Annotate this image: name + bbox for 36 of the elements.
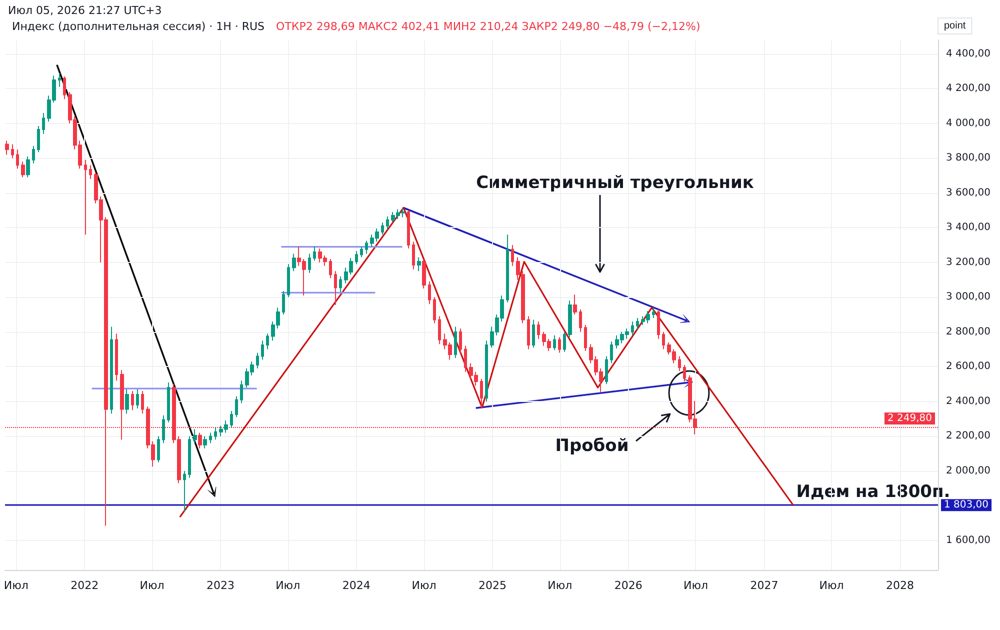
- y-tick-label: 2 200,00: [946, 430, 991, 442]
- y-tick-label: 2 800,00: [946, 326, 991, 338]
- y-tick-label: 3 200,00: [946, 256, 991, 268]
- x-tick-label: 2024: [342, 579, 370, 592]
- y-tick-label: 3 600,00: [946, 187, 991, 198]
- annotation: Пробой: [555, 436, 629, 456]
- annotation: Симметричный треугольник: [476, 173, 754, 193]
- text: Июл 05, 2026 21:27 UTC+3: [8, 4, 162, 17]
- y-tick-label: 3 800,00: [946, 152, 991, 164]
- ref-line-label: 1 803,00: [944, 500, 989, 511]
- y-tick-label: 1 600,00: [946, 534, 991, 546]
- y-tick-label: 4 200,00: [946, 83, 991, 94]
- y-tick-label: 3 400,00: [946, 222, 991, 234]
- y-tick-label: 2 600,00: [946, 361, 991, 372]
- chart-subtitle: ОТКР2 298,69 МАКС2 402,41 МИН2 210,24 ЗАКР2 249,80 −48,79 (−2,12%): [275, 20, 700, 33]
- x-tick-label: 2023: [206, 579, 234, 592]
- x-tick-label: Июл: [683, 579, 708, 592]
- x-tick-label: 2028: [886, 579, 914, 592]
- y-tick-label: 4 000,00: [946, 118, 991, 129]
- chart-title: Индекс (дополнительная сессия) · 1Н · RUS: [12, 20, 265, 33]
- x-tick-label: 2027: [750, 579, 778, 592]
- x-tick-label: Июл: [819, 579, 844, 592]
- x-tick-label: 2025: [478, 579, 507, 592]
- y-axis-title: point: [944, 20, 966, 32]
- x-tick-label: 2026: [614, 579, 642, 592]
- x-tick-label: Июл: [276, 579, 300, 592]
- ref-line-label: 2 249,80: [887, 413, 932, 424]
- x-tick-label: Июл: [548, 579, 572, 592]
- x-tick-label: 2022: [70, 579, 99, 592]
- x-tick-label: Июл: [4, 579, 28, 592]
- y-tick-label: 2 000,00: [946, 465, 991, 476]
- y-tick-label: 4 400,00: [946, 48, 991, 60]
- x-tick-label: Июл: [412, 579, 436, 592]
- x-tick-label: Июл: [140, 579, 164, 592]
- y-tick-label: 3 000,00: [946, 292, 991, 303]
- y-tick-label: 2 400,00: [946, 396, 991, 407]
